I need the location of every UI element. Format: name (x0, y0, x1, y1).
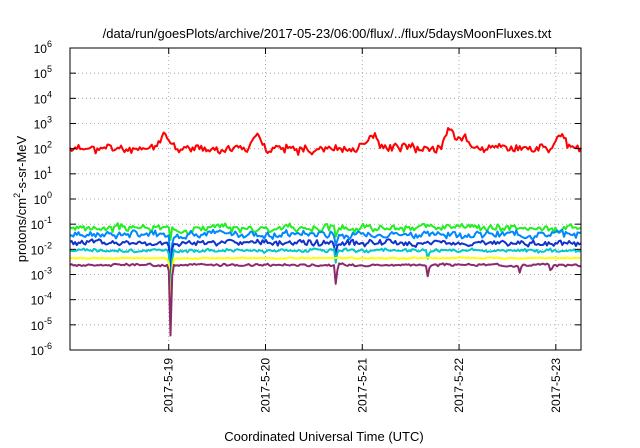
x-axis-ticks: 2017-5-19 2017-5-20 2017-5-21 2017-5-22 2017… (162, 48, 563, 413)
x-tick-label: 2017-5-19 (162, 358, 176, 413)
y-axis-label-post: -s-sr-MeV (14, 135, 29, 192)
y-axis-label-pre: protons/cm (14, 198, 29, 262)
y-tick-label: 105 (34, 64, 52, 81)
y-tick-label: 102 (34, 140, 52, 157)
y-tick-label: 10-3 (31, 266, 52, 283)
y-axis-label-sup: 2 (12, 193, 22, 198)
y-tick-label: 106 (34, 39, 52, 56)
y-axis-label: protons/cm2-s-sr-MeV (12, 135, 29, 262)
y-tick-label: 10-1 (31, 215, 52, 232)
x-tick-label: 2017-5-20 (258, 358, 272, 413)
series-lines (69, 127, 582, 337)
y-tick-label: 104 (34, 89, 52, 106)
x-tick-label: 2017-5-21 (355, 358, 369, 413)
series-line (69, 127, 582, 156)
y-tick-label: 101 (34, 165, 52, 182)
y-tick-label: 10-6 (31, 341, 52, 358)
x-tick-label: 2017-5-23 (549, 358, 563, 413)
y-tick-label: 10-4 (31, 291, 52, 308)
x-axis-label: Coordinated Universal Time (UTC) (224, 429, 423, 444)
chart-title: /data/run/goesPlots/archive/2017-05-23/0… (103, 26, 552, 41)
y-tick-label: 100 (34, 190, 52, 207)
y-axis-ticks: 10-6 10-5 10-4 10-3 10-2 10-1 100 101 102 103 104 1… (31, 39, 581, 358)
x-tick-label: 2017-5-22 (452, 358, 466, 413)
y-tick-label: 10-2 (31, 240, 52, 257)
y-tick-label: 103 (34, 115, 52, 132)
series-line (69, 256, 582, 327)
series-line (69, 222, 582, 241)
grid (70, 48, 581, 350)
series-line (69, 238, 582, 287)
series-line (69, 247, 582, 309)
series-line (69, 228, 582, 272)
series-line (69, 262, 582, 337)
y-tick-label: 10-5 (31, 316, 52, 333)
